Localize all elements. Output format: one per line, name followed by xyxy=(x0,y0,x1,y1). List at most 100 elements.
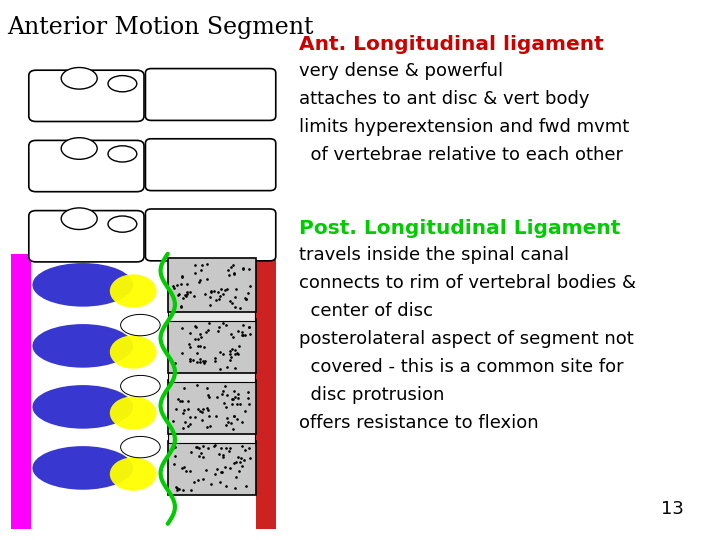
Point xyxy=(228,424,239,433)
Ellipse shape xyxy=(121,375,161,397)
Point xyxy=(168,282,179,291)
Point xyxy=(221,284,233,293)
Point xyxy=(191,358,202,367)
Ellipse shape xyxy=(108,146,137,162)
Point xyxy=(181,287,192,296)
Point xyxy=(228,411,240,420)
Point xyxy=(240,482,251,490)
Text: travels inside the spinal canal: travels inside the spinal canal xyxy=(299,246,569,264)
Text: connects to rim of vertebral bodies &: connects to rim of vertebral bodies & xyxy=(299,274,636,292)
Point xyxy=(168,284,180,293)
Ellipse shape xyxy=(61,68,97,89)
Point xyxy=(228,411,240,420)
Point xyxy=(185,466,197,475)
Point xyxy=(193,452,204,461)
Point xyxy=(189,321,201,330)
Point xyxy=(222,363,233,372)
Point xyxy=(198,343,210,352)
Point xyxy=(209,441,220,449)
Point xyxy=(230,303,241,312)
Point xyxy=(243,400,254,409)
Point xyxy=(194,341,206,350)
Point xyxy=(179,463,190,471)
Point xyxy=(170,443,181,451)
Point xyxy=(193,278,204,286)
Point xyxy=(192,335,204,343)
Ellipse shape xyxy=(61,208,97,230)
Point xyxy=(213,295,225,303)
Point xyxy=(215,444,227,453)
Point xyxy=(222,417,233,426)
Point xyxy=(240,295,252,303)
Point xyxy=(176,323,188,332)
Point xyxy=(227,333,238,342)
Point xyxy=(236,462,248,470)
Point xyxy=(217,450,229,459)
Point xyxy=(168,358,180,367)
Point xyxy=(239,294,251,302)
Point xyxy=(204,422,215,430)
Point xyxy=(189,261,201,269)
Text: Ant. Longitudinal ligament: Ant. Longitudinal ligament xyxy=(299,35,603,54)
Point xyxy=(171,404,182,413)
Point xyxy=(194,358,206,367)
Point xyxy=(243,323,255,332)
Point xyxy=(179,418,191,427)
Point xyxy=(181,467,192,476)
Point xyxy=(192,381,203,390)
Point xyxy=(224,443,235,452)
Point xyxy=(232,348,243,357)
Point xyxy=(175,301,186,310)
Point xyxy=(215,364,226,373)
Ellipse shape xyxy=(32,385,133,429)
Point xyxy=(197,453,208,462)
Point xyxy=(243,265,255,273)
Point xyxy=(210,470,221,478)
Point xyxy=(181,289,193,298)
FancyBboxPatch shape xyxy=(29,70,144,122)
FancyBboxPatch shape xyxy=(29,140,144,192)
Text: offers resistance to flexion: offers resistance to flexion xyxy=(299,414,539,432)
Point xyxy=(217,386,229,395)
Point xyxy=(217,453,229,462)
Point xyxy=(176,348,188,357)
Point xyxy=(228,386,239,395)
Point xyxy=(220,286,231,294)
Point xyxy=(228,260,239,269)
Point xyxy=(210,412,222,421)
Point xyxy=(177,293,189,302)
Point xyxy=(202,406,214,414)
Point xyxy=(220,320,232,329)
Point xyxy=(190,269,202,278)
Ellipse shape xyxy=(109,335,157,369)
Text: Anterior Motion Segment: Anterior Motion Segment xyxy=(7,16,314,39)
FancyBboxPatch shape xyxy=(168,371,255,382)
Point xyxy=(200,465,212,474)
Point xyxy=(197,357,208,366)
Point xyxy=(204,293,215,302)
Point xyxy=(240,330,251,339)
Point xyxy=(201,404,212,413)
Point xyxy=(237,321,248,329)
FancyBboxPatch shape xyxy=(29,211,144,262)
Point xyxy=(181,292,192,300)
Point xyxy=(190,323,202,332)
Point xyxy=(185,413,197,421)
FancyBboxPatch shape xyxy=(145,69,276,120)
Point xyxy=(217,349,229,358)
Point xyxy=(197,442,209,451)
Point xyxy=(192,348,203,357)
Point xyxy=(175,303,186,312)
Point xyxy=(236,331,248,340)
Point xyxy=(171,281,183,289)
Point xyxy=(230,473,242,482)
Point xyxy=(224,356,235,364)
Point xyxy=(193,342,204,350)
Point xyxy=(228,268,240,277)
Point xyxy=(190,443,202,451)
Point xyxy=(240,446,251,454)
Point xyxy=(172,291,184,300)
Point xyxy=(169,452,181,461)
Point xyxy=(215,292,226,301)
Point xyxy=(212,326,224,335)
